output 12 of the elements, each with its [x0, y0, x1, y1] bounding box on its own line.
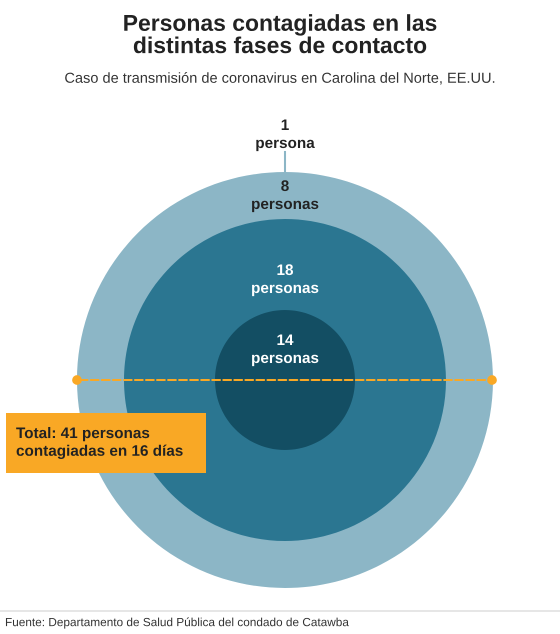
category-label: personas	[252, 354, 318, 366]
data-label: 8	[281, 180, 289, 192]
category-label: personas	[252, 284, 318, 296]
text: Personas contagiadas en las distintas fases de contacto	[124, 14, 436, 54]
category-label: personas	[252, 200, 318, 212]
data-label: 1	[282, 119, 289, 130]
category-label: persona	[256, 140, 315, 152]
source-note: Fuente: Departamento de Salud Pública del condado de Catawba	[6, 617, 349, 629]
text: Total: 41 personas contagiadas en 16 días	[16, 426, 183, 460]
data-label: 18	[277, 264, 294, 276]
text: Caso de transmisión de coronavirus en Carolina del Norte, EE.UU.	[65, 72, 494, 85]
data-label: 14	[277, 334, 294, 345]
